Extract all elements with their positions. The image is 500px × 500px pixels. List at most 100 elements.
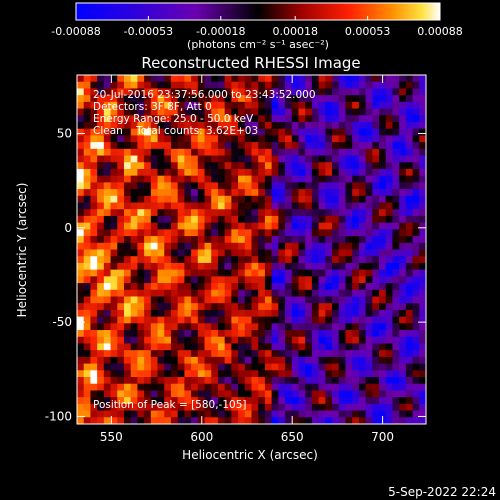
heatmap-cell [258, 377, 266, 385]
heatmap-cell [150, 343, 158, 351]
heatmap-cell [325, 323, 333, 331]
heatmap-cell [150, 403, 158, 411]
y-tick-label: -50 [52, 315, 72, 329]
heatmap-cell [412, 95, 420, 103]
heatmap-cell [170, 370, 179, 378]
heatmap-cell [291, 168, 299, 177]
heatmap-cell [170, 242, 179, 250]
heatmap-cell [77, 242, 85, 250]
heatmap-cell [318, 88, 326, 96]
heatmap-cell [130, 189, 138, 197]
heatmap-cell [123, 262, 132, 271]
heatmap-cell [157, 276, 165, 284]
heatmap-cell [271, 370, 279, 378]
heatmap-cell [291, 336, 299, 344]
heatmap-cell [419, 215, 426, 224]
heatmap-cell [90, 403, 98, 411]
heatmap-cell [244, 410, 252, 418]
heatmap-cell [278, 229, 286, 237]
heatmap-cell [251, 182, 259, 190]
heatmap-cell [137, 135, 145, 143]
heatmap-cell [204, 289, 212, 297]
heatmap-cell [217, 276, 226, 284]
heatmap-cell [224, 189, 232, 197]
heatmap-cell [264, 417, 273, 424]
heatmap-cell [184, 336, 192, 344]
heatmap-cell [358, 262, 366, 271]
heatmap-cell [278, 276, 286, 284]
heatmap-cell [325, 202, 333, 210]
heatmap-cell [231, 296, 239, 304]
heatmap-cell [177, 108, 185, 116]
heatmap-cell [251, 162, 259, 170]
heatmap-cell [177, 128, 185, 136]
heatmap-cell [77, 202, 85, 210]
heatmap-cell [110, 215, 118, 224]
heatmap-cell [244, 108, 252, 116]
heatmap-cell [117, 135, 125, 143]
heatmap-cell [399, 390, 407, 398]
heatmap-cell [130, 410, 138, 418]
heatmap-cell [157, 236, 165, 244]
heatmap-cell [392, 289, 400, 297]
heatmap-cell [170, 269, 179, 277]
heatmap-cell [184, 128, 192, 136]
heatmap-cell [258, 115, 266, 123]
heatmap-cell [244, 148, 252, 156]
heatmap-cell [405, 195, 413, 203]
heatmap-cell [77, 128, 85, 136]
heatmap-cell [170, 75, 179, 83]
heatmap-cell [231, 249, 239, 257]
heatmap-cell [278, 108, 286, 116]
heatmap-cell [90, 350, 98, 358]
heatmap-cell [224, 75, 232, 83]
heatmap-cell [258, 195, 266, 203]
heatmap-cell [77, 256, 85, 264]
heatmap-cell [318, 269, 326, 277]
heatmap-cell [204, 296, 212, 304]
heatmap-cell [164, 296, 172, 304]
heatmap-cell [177, 410, 185, 418]
heatmap-cell [285, 309, 293, 318]
heatmap-cell [365, 363, 373, 371]
heatmap-cell [191, 249, 199, 257]
heatmap-cell [271, 95, 279, 103]
heatmap-cell [372, 189, 380, 197]
heatmap-cell [278, 377, 286, 385]
heatmap-cell [244, 316, 252, 324]
heatmap-cell [352, 121, 360, 130]
heatmap-cell [90, 142, 98, 150]
heatmap-cell [419, 108, 426, 116]
heatmap-cell [123, 115, 132, 123]
heatmap-cell [117, 236, 125, 244]
heatmap-cell [77, 249, 85, 257]
heatmap-cell [298, 168, 306, 177]
heatmap-cell [197, 155, 205, 163]
heatmap-cell [224, 168, 232, 177]
heatmap-cell [305, 370, 313, 378]
y-axis: 500-50-100 [45, 126, 426, 423]
heatmap-cell [345, 168, 353, 177]
heatmap-cell [90, 276, 98, 284]
heatmap-cell [271, 209, 279, 217]
heatmap-cell [305, 229, 313, 237]
heatmap-cell [352, 148, 360, 156]
heatmap-cell [352, 296, 360, 304]
heatmap-cell [224, 148, 232, 156]
heatmap-cell [90, 168, 98, 177]
heatmap-cell [338, 209, 346, 217]
heatmap-cell [77, 343, 85, 351]
heatmap-cell [358, 121, 366, 130]
heatmap-cell [117, 115, 125, 123]
heatmap-cell [399, 356, 407, 364]
heatmap-cell [345, 209, 353, 217]
heatmap-cell [392, 417, 400, 424]
heatmap-cell [191, 303, 199, 311]
heatmap-cell [238, 323, 246, 331]
heatmap-cell [117, 75, 125, 83]
heatmap-cell [332, 269, 340, 277]
heatmap-cell [204, 343, 212, 351]
heatmap-cell [278, 370, 286, 378]
heatmap-cell [264, 81, 273, 89]
heatmap-cell [285, 356, 293, 364]
